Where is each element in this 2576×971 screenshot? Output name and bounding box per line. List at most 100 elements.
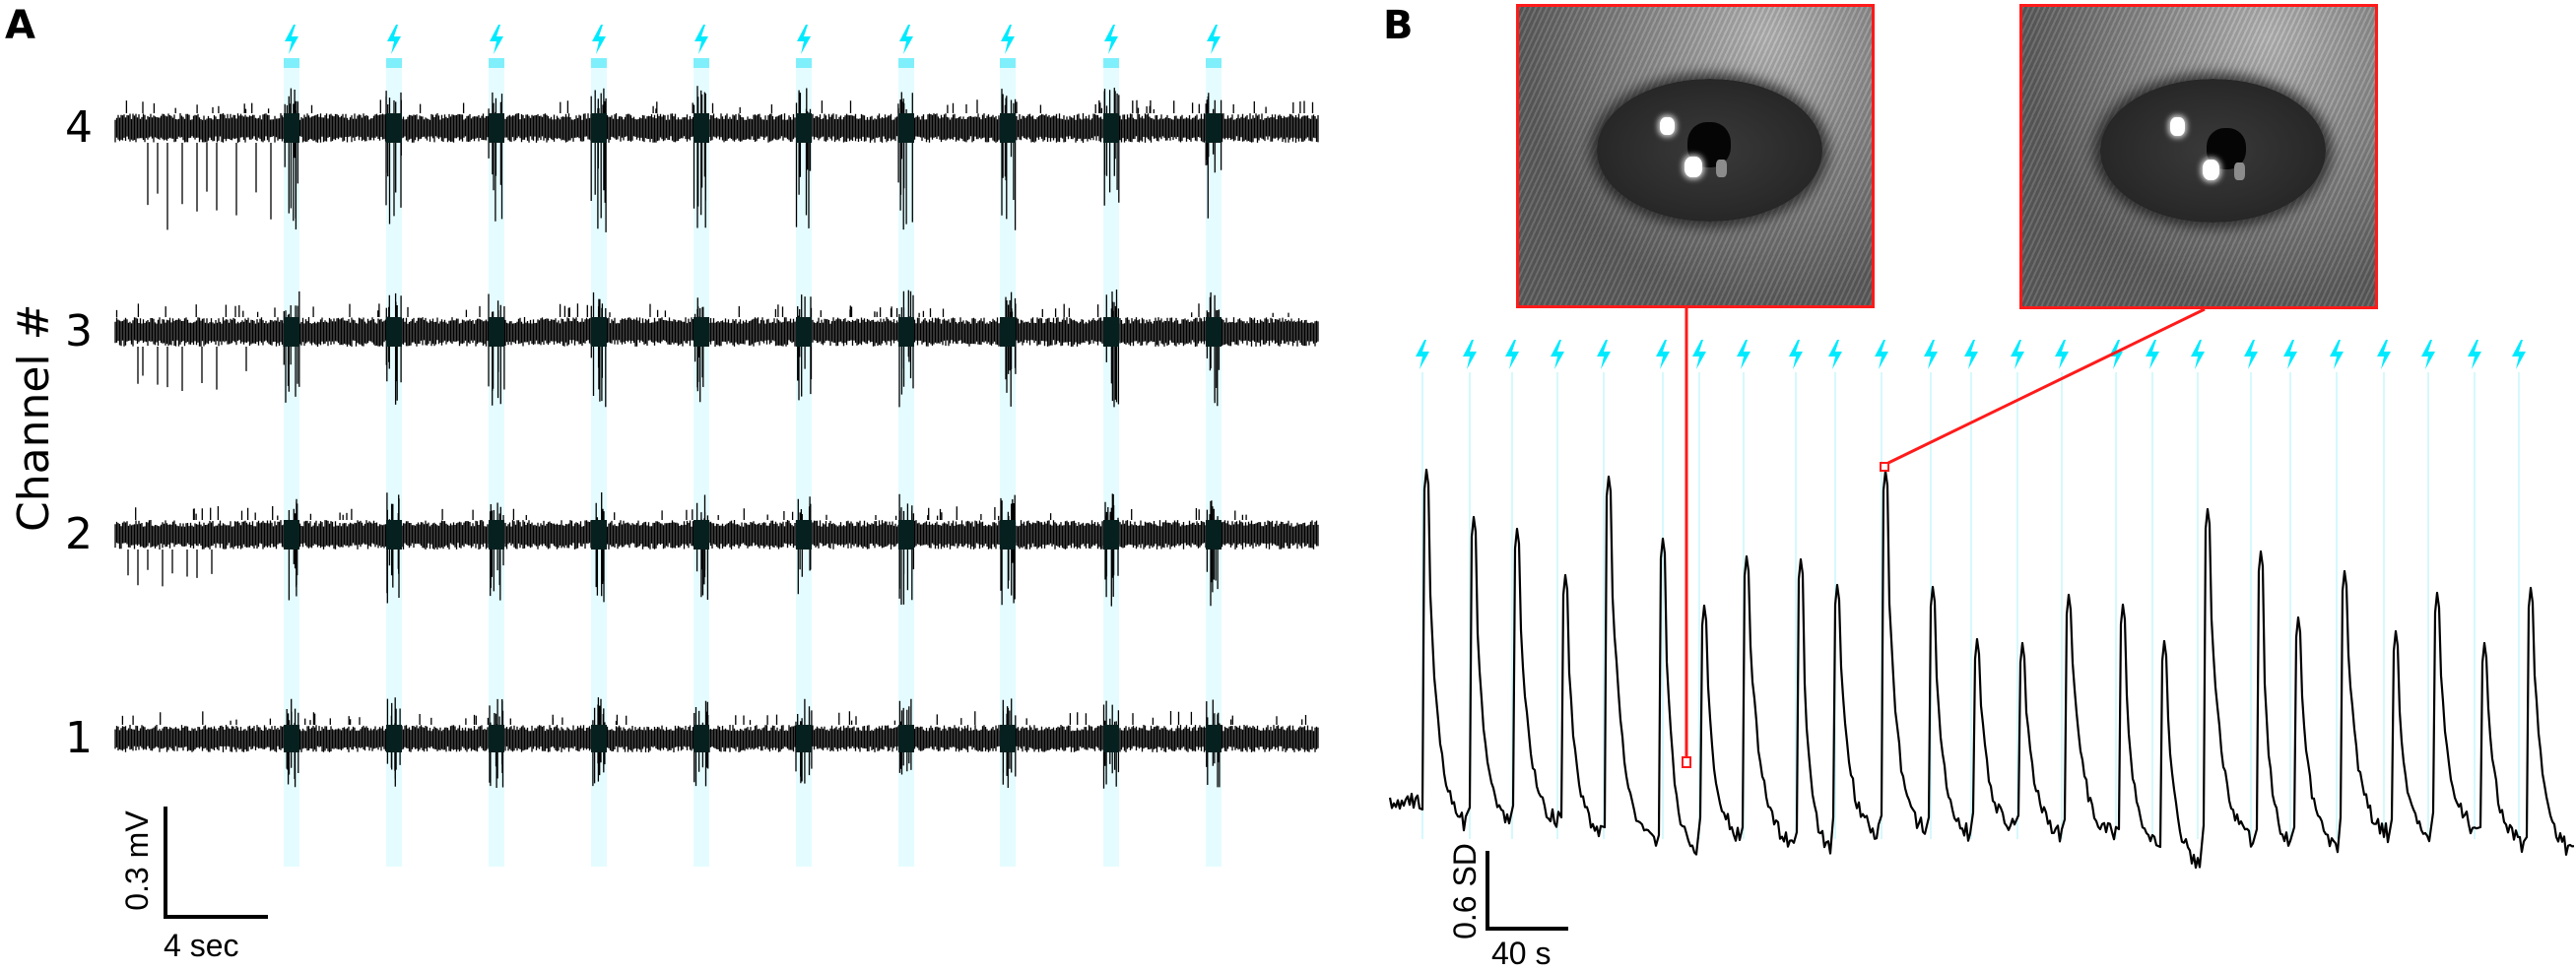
inset-connector-line [1887, 307, 2206, 465]
stimulus-bar [1103, 58, 1119, 68]
lightning-bolt-icon [1463, 340, 1477, 369]
lightning-bolt-icon [2244, 340, 2258, 369]
stimulus-bar [898, 58, 914, 68]
scale-bar-a-time-label: 4 sec [164, 928, 239, 963]
stimulus-trace-overlap [489, 725, 504, 752]
panel-b-inset-connectors [1682, 307, 2206, 768]
panel-a-traces [114, 86, 1319, 789]
stimulus-trace-overlap [591, 520, 607, 550]
pupil-size-trace [1388, 468, 2575, 870]
lightning-bolt-icon [2109, 340, 2123, 369]
stimulus-trace-overlap [386, 113, 402, 143]
panel-b-scale-bar [1486, 851, 1568, 931]
corneal-glint [1684, 156, 1703, 177]
lightning-bolt-icon [1551, 340, 1564, 369]
stimulus-trace-overlap [489, 520, 504, 550]
time-point-marker [1682, 756, 1691, 768]
stimulus-shade [1103, 68, 1119, 867]
lightning-bolt-icon [2377, 340, 2391, 369]
stimulus-trace-overlap [1103, 317, 1119, 347]
lightning-bolt-icon [1416, 340, 1429, 369]
scale-bar-b-sd-label: 0.6 SD [1447, 843, 1483, 939]
scale-bar-a-voltage-label: 0.3 mV [119, 810, 155, 911]
lightning-bolt-icon [2011, 340, 2024, 369]
lightning-bolt-icon [592, 25, 606, 54]
stimulus-bar [1206, 58, 1222, 68]
lightning-bolt-icon [2421, 340, 2435, 369]
lightning-bolt-icon [1505, 340, 1519, 369]
corneal-glint [2170, 117, 2185, 136]
lightning-bolt-icon [694, 25, 708, 54]
stimulus-trace-overlap [694, 113, 709, 143]
lightning-bolt-icon [2468, 340, 2481, 369]
channel-trace-4 [114, 86, 1319, 232]
stimulus-trace-overlap [1103, 520, 1119, 550]
reflection [2233, 162, 2245, 181]
stimulus-trace-overlap [1206, 520, 1222, 550]
lightning-bolt-icon [387, 25, 401, 54]
stimulus-trace-overlap [1000, 317, 1016, 347]
stimulus-trace-overlap [284, 520, 299, 550]
stimulus-trace-overlap [796, 725, 812, 752]
corneal-glint [1660, 117, 1675, 136]
lightning-bolt-icon [899, 25, 913, 54]
stimulus-bar [284, 58, 299, 68]
stimulus-shade [694, 68, 709, 867]
lightning-bolt-icon [1001, 25, 1015, 54]
stimulus-trace-overlap [386, 317, 402, 347]
stimulus-trace-overlap [898, 520, 914, 550]
eye-image-baseline [1516, 4, 1875, 308]
lightning-bolt-icon [1104, 25, 1118, 54]
stimulus-trace-overlap [386, 520, 402, 550]
channel-label-2: 2 [65, 509, 93, 559]
stimulus-trace-overlap [591, 113, 607, 143]
scale-bar-lines [164, 807, 268, 919]
stimulus-shade [1000, 68, 1016, 867]
lightning-bolt-icon [1789, 340, 1803, 369]
panel-a-stimulus-overlay [284, 113, 1222, 752]
stimulus-trace-overlap [796, 113, 812, 143]
stimulus-bar [694, 58, 709, 68]
lightning-bolt-icon [490, 25, 503, 54]
scale-bar-b-time-label: 40 s [1491, 936, 1552, 971]
eye-image-peak [2019, 4, 2378, 309]
lightning-bolt-icon [1692, 340, 1706, 369]
stimulus-bar [489, 58, 504, 68]
stimulus-trace-overlap [796, 317, 812, 347]
stimulus-trace-overlap [796, 520, 812, 550]
channel-label-1: 1 [65, 713, 93, 763]
stimulus-trace-overlap [1000, 113, 1016, 143]
channel-trace-3 [114, 290, 1319, 408]
stimulus-trace-overlap [898, 113, 914, 143]
panel-a-scale-bar [164, 807, 268, 919]
channel-label-4: 4 [65, 102, 93, 153]
lightning-bolt-icon [797, 25, 811, 54]
stimulus-bar [796, 58, 812, 68]
stimulus-trace-overlap [1206, 113, 1222, 143]
stimulus-trace-overlap [489, 317, 504, 347]
stimulus-trace-overlap [1103, 113, 1119, 143]
stimulus-shade [591, 68, 607, 867]
stimulus-trace-overlap [1103, 725, 1119, 752]
lightning-bolt-icon [1597, 340, 1611, 369]
reflection [1716, 159, 1728, 177]
stimulus-shade [489, 68, 504, 867]
stimulus-shade [898, 68, 914, 867]
lightning-bolt-icon [1875, 340, 1888, 369]
lightning-bolt-icon [2146, 340, 2159, 369]
stimulus-trace-overlap [694, 317, 709, 347]
stimulus-trace-overlap [1206, 317, 1222, 347]
stimulus-bar [591, 58, 607, 68]
stimulus-trace-overlap [386, 725, 402, 752]
lightning-bolt-icon [1207, 25, 1221, 54]
panel-a-letter: A [5, 3, 35, 48]
stimulus-trace-overlap [489, 113, 504, 143]
channel-label-3: 3 [65, 306, 93, 356]
stimulus-bar [1000, 58, 1016, 68]
stimulus-trace-overlap [591, 317, 607, 347]
lightning-bolt-icon [1964, 340, 1978, 369]
stimulus-shade [386, 68, 402, 867]
stimulus-trace-overlap [694, 725, 709, 752]
lightning-bolt-icon [285, 25, 298, 54]
